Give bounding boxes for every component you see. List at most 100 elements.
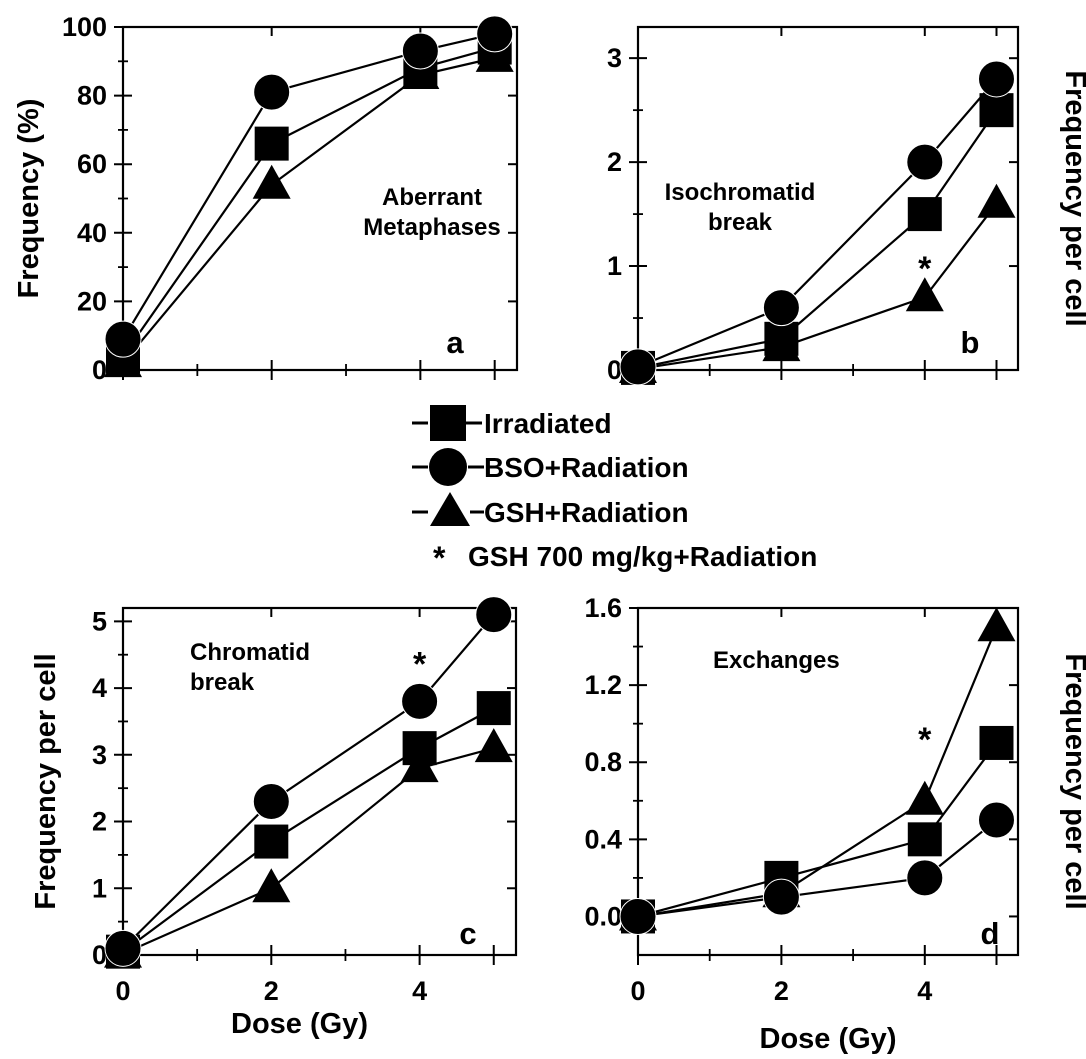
y-tick-label: 2 [607,147,622,177]
data-point-triangle [252,868,291,903]
data-point-triangle [977,607,1016,642]
data-point-circle [762,878,800,916]
x-tick-label: 4 [412,976,427,1006]
panel-letter: d [981,916,1000,951]
series-line-square [122,707,495,953]
panel-a: 0 20 40 60 80 100 Frequency (%) Aberrant Metapha… [13,12,519,385]
data-point-square [402,731,437,766]
data-point-square [764,321,799,356]
series-line-square [637,109,998,369]
legend-circle-marker [429,448,467,486]
panel-annotation: Metaphases [363,214,500,241]
data-point-square [254,126,289,161]
y-tick-label: 60 [77,149,107,179]
y-tick-label: 80 [77,81,107,111]
data-point-square [907,197,942,232]
data-point-circle [977,60,1015,98]
legend-square-marker [430,405,466,441]
y-tick-label: 1.2 [584,670,622,700]
x-tick-label: 0 [115,976,130,1006]
y-axis-label: Frequency per cell [30,653,62,909]
y-tick-label: 2 [92,807,107,837]
y-tick-label: 4 [92,673,107,703]
series-line-square [122,46,495,357]
y-tick-label: 0 [92,940,107,970]
legend-item-star: * GSH 700 mg/kg+Radiation [433,540,817,576]
legend-item-irradiated: Irradiated [412,405,612,441]
data-point-square [254,824,289,859]
x-tick-label: 0 [630,976,645,1006]
data-point-circle [252,783,290,821]
data-point-circle [977,801,1015,839]
y-tick-label: 100 [62,12,107,42]
x-tick-label: 2 [264,976,279,1006]
y-tick-label: 1 [92,873,107,903]
series-line-square [637,742,998,918]
data-point-square [907,822,942,857]
y-tick-label: 3 [607,43,622,73]
y-tick-label: 3 [92,740,107,770]
data-point-circle [401,682,439,720]
data-point-circle [906,143,944,181]
plot-frame [636,25,1020,372]
y-tick-label: 20 [77,286,107,316]
y-axis-label: Frequency per cell [1059,70,1086,326]
data-point-circle [619,897,657,935]
legend-label-star: GSH 700 mg/kg+Radiation [468,541,817,572]
y-tick-label: 0.4 [584,824,622,854]
panel-letter: a [446,325,464,360]
y-tick-label: 5 [92,606,107,636]
x-tick-label: 2 [774,976,789,1006]
legend-item-gsh: GSH+Radiation [412,492,689,528]
legend-label-bso: BSO+Radiation [484,452,689,483]
data-point-triangle [977,183,1016,218]
data-point-circle [253,73,291,111]
y-tick-label: 0 [607,355,622,385]
y-axis-label: Frequency (%) [13,99,45,299]
data-point-circle [906,859,944,897]
y-tick-label: 1 [607,251,622,281]
legend-label-gsh: GSH+Radiation [484,497,689,528]
legend-triangle-marker [430,492,470,526]
data-point-circle [619,348,657,386]
x-axis-label: Dose (Gy) [760,1023,897,1055]
data-point-circle [476,15,514,53]
data-point-circle [762,289,800,327]
y-tick-label: 0.0 [584,901,622,931]
data-point-triangle [400,748,439,783]
panel-annotation: Aberrant [382,184,482,211]
panel-annotation: Exchanges [713,647,840,674]
data-point-circle [475,596,513,634]
y-tick-label: 0 [92,355,107,385]
data-point-square [979,93,1014,128]
series-line-circle [637,78,998,368]
legend-item-bso: BSO+Radiation [412,448,689,486]
series-line-triangle [122,747,495,955]
series-line-circle [122,613,495,950]
panel-d: 0.0 0.4 0.8 1.2 1.6 0 2 4 Frequency per cell Dose… [584,593,1086,1055]
data-point-square [476,691,511,726]
significance-star: * [918,721,932,759]
data-point-triangle [905,780,944,815]
legend: Irradiated BSO+Radiation GSH+Radiation *… [412,405,817,576]
y-axis-label: Frequency per cell [1059,653,1086,909]
data-point-circle [104,320,142,358]
panel-annotation: break [708,209,773,236]
data-point-circle [401,32,439,70]
plot-frame [121,606,518,957]
data-point-square [979,725,1014,760]
panel-b: 0 1 2 3 Frequency per cell Isochromatid break b… [607,25,1086,386]
panel-letter: c [459,916,476,951]
series-line-triangle [637,626,998,918]
series-line-circle [637,819,998,918]
panel-letter: b [961,325,980,360]
data-point-triangle [905,277,944,312]
x-tick-label: 4 [917,976,932,1006]
series-line-triangle [122,56,495,364]
panel-c: 0 1 2 3 4 5 0 2 4 Frequency per cell Dose (Gy) Chro… [30,596,518,1040]
plot-frame [636,606,1020,957]
data-point-circle [104,929,142,967]
y-tick-label: 1.6 [584,593,622,623]
